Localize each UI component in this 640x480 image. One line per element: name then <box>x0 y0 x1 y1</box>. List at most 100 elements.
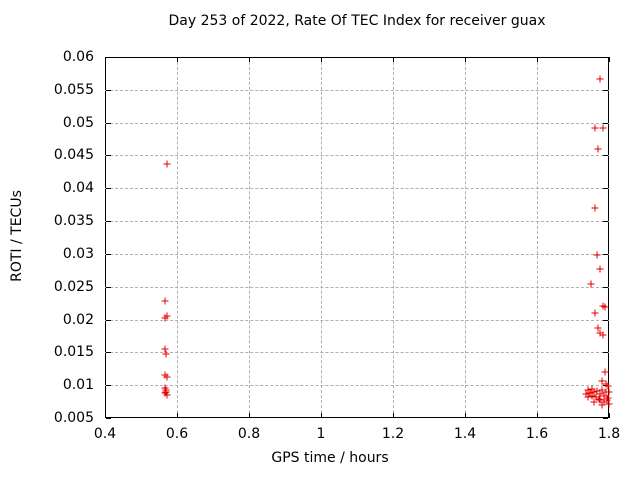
data-point-marker <box>596 396 604 404</box>
data-point-marker <box>599 124 607 132</box>
gridline <box>105 155 609 157</box>
data-point-marker <box>593 251 601 259</box>
y-tick-mark <box>106 418 111 419</box>
data-point-marker <box>598 386 606 394</box>
data-point-marker <box>596 329 604 337</box>
y-tick-label: 0.045 <box>53 147 94 164</box>
y-tick-mark <box>106 123 111 124</box>
y-tick-mark <box>603 188 608 189</box>
data-point-marker <box>598 401 606 409</box>
data-point-marker <box>596 390 604 398</box>
x-tick-mark <box>609 57 610 62</box>
y-tick-label: 0.025 <box>53 278 94 295</box>
gridline <box>105 385 609 387</box>
y-tick-mark <box>603 57 608 58</box>
y-tick-mark <box>106 155 111 156</box>
y-tick-mark <box>603 254 608 255</box>
gridline <box>105 221 609 223</box>
data-point-marker <box>600 398 608 406</box>
y-tick-mark <box>106 188 111 189</box>
y-tick-mark <box>106 385 111 386</box>
plot-area <box>105 57 609 418</box>
y-tick-label: 0.015 <box>53 344 94 361</box>
data-point-marker <box>602 388 610 396</box>
gridline <box>105 188 609 190</box>
x-axis-label: GPS time / hours <box>271 450 389 466</box>
data-point-marker <box>590 388 598 396</box>
data-point-marker <box>596 265 604 273</box>
data-point-marker <box>591 204 599 212</box>
x-tick-mark <box>393 57 394 62</box>
data-point-marker <box>590 398 598 406</box>
gridline <box>393 57 394 418</box>
x-tick-mark <box>321 413 322 418</box>
y-tick-mark <box>603 123 608 124</box>
data-point-marker <box>605 388 613 396</box>
gridline <box>105 319 609 321</box>
data-point-marker <box>161 384 169 392</box>
data-point-marker <box>593 387 601 395</box>
data-point-marker <box>161 314 169 322</box>
data-point-marker <box>601 368 609 376</box>
y-tick-mark <box>106 221 111 222</box>
y-tick-label: 0.04 <box>62 180 94 197</box>
x-tick-mark <box>465 57 466 62</box>
y-tick-label: 0.055 <box>53 81 94 98</box>
y-axis-label: ROTI / TECUs <box>9 190 25 282</box>
x-tick-mark <box>249 57 250 62</box>
data-point-marker <box>163 160 171 168</box>
x-tick-label: 1.6 <box>525 426 549 442</box>
x-tick-label: 1.8 <box>597 426 621 442</box>
gridline <box>177 57 178 418</box>
data-point-marker <box>586 389 594 397</box>
y-tick-mark <box>603 385 608 386</box>
y-tick-mark <box>106 352 111 353</box>
y-tick-mark <box>106 320 111 321</box>
data-point-marker <box>162 386 170 394</box>
y-tick-mark <box>106 57 111 58</box>
x-tick-mark <box>393 413 394 418</box>
gridline <box>105 286 609 288</box>
data-point-marker <box>588 385 596 393</box>
data-point-marker <box>582 390 590 398</box>
y-tick-mark <box>106 287 111 288</box>
data-point-marker <box>161 371 169 379</box>
y-tick-mark <box>603 418 608 419</box>
y-tick-label: 0.01 <box>62 377 94 394</box>
data-point-marker <box>598 377 606 385</box>
x-tick-mark <box>249 413 250 418</box>
data-point-marker <box>591 124 599 132</box>
data-point-marker <box>604 394 612 402</box>
x-tick-mark <box>105 57 106 62</box>
x-tick-mark <box>177 57 178 62</box>
y-tick-label: 0.005 <box>53 410 94 426</box>
data-point-marker <box>603 396 611 404</box>
y-tick-label: 0.05 <box>62 114 94 131</box>
gridline <box>105 122 609 124</box>
data-point-marker <box>161 389 169 397</box>
x-tick-label: 0.4 <box>93 426 117 442</box>
gridline <box>105 352 609 354</box>
data-point-marker <box>599 331 607 339</box>
y-tick-mark <box>603 320 608 321</box>
data-point-marker <box>601 303 609 311</box>
y-tick-label: 0.02 <box>62 311 94 328</box>
gridline <box>537 57 538 418</box>
x-tick-label: 1.4 <box>453 426 477 442</box>
chart-title: Day 253 of 2022, Rate Of TEC Index for r… <box>168 13 546 29</box>
gridline <box>249 57 250 418</box>
x-tick-mark <box>465 413 466 418</box>
data-point-marker <box>588 392 596 400</box>
data-point-marker <box>605 400 613 408</box>
x-tick-mark <box>177 413 178 418</box>
data-point-marker <box>599 302 607 310</box>
x-tick-mark <box>609 413 610 418</box>
x-tick-mark <box>537 413 538 418</box>
x-tick-label: 0.8 <box>237 426 261 442</box>
x-tick-mark <box>321 57 322 62</box>
data-point-marker <box>594 324 602 332</box>
y-tick-mark <box>603 155 608 156</box>
data-point-marker <box>594 145 602 153</box>
data-point-marker <box>584 386 592 394</box>
